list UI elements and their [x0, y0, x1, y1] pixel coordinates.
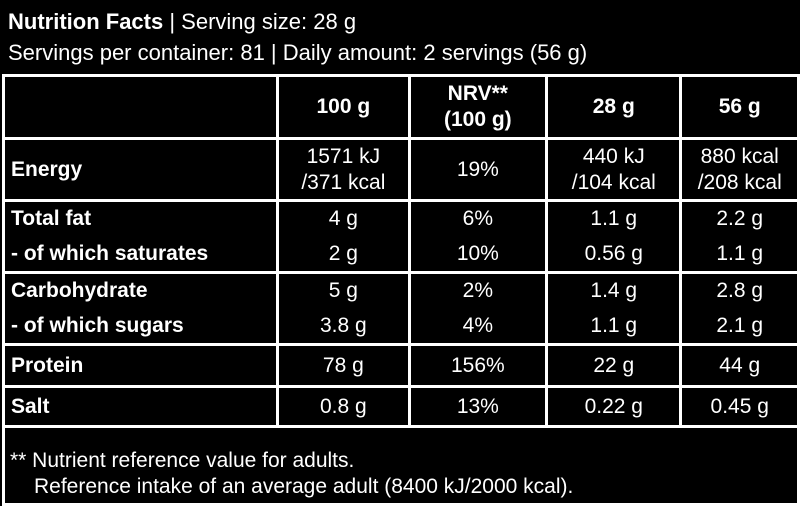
column-header: 28 g — [545, 74, 683, 140]
cell-line: 5 g — [328, 279, 358, 303]
cell-line: 2 g — [328, 241, 358, 265]
cell-line: 1571 kJ — [306, 144, 381, 168]
cell-line: 78 g — [322, 353, 364, 377]
cell-line: 1.1 g — [590, 313, 638, 337]
cell-line: 22 g — [593, 353, 635, 377]
cell: 2% — [407, 271, 549, 309]
cell: 0.45 g — [679, 385, 800, 428]
footnote-frame — [2, 425, 800, 506]
cell: 0.56 g — [545, 236, 683, 274]
title: Nutrition Facts — [8, 9, 164, 34]
footnote-line: Reference intake of an average adult (84… — [34, 475, 574, 498]
row: Energy 1571 kJ/371 kcal 19% 440 kJ/104 kcal… — [1, 137, 800, 202]
cell-line: 6% — [462, 207, 493, 231]
cell-line: /208 kcal — [697, 170, 782, 194]
cell-line: 0.8 g — [319, 394, 367, 418]
cell: 1.4 g — [545, 271, 683, 309]
cell-line: 2% — [462, 279, 493, 303]
column-header: 56 g — [679, 74, 800, 140]
cell-line: 0.45 g — [710, 394, 769, 418]
row: Salt 0.8 g 13% 0.22 g 0.45 g — [1, 385, 800, 428]
row-label: - of which sugars — [1, 308, 280, 346]
cell: 1.1 g — [545, 308, 683, 346]
cell-line: 19% — [456, 157, 499, 181]
row: - of which sugars 3.8 g 4% 1.1 g 2.1 g — [1, 308, 800, 346]
cell: 22 g — [545, 343, 683, 388]
header-line: Servings per container: 81 | Daily amoun… — [8, 40, 588, 65]
row-label: Energy — [1, 137, 280, 202]
cell: 4 g — [276, 199, 411, 237]
row-label: Total fat — [1, 199, 280, 237]
column-header: 100 g — [276, 74, 411, 140]
row-label: Carbohydrate — [1, 271, 280, 309]
cell-line: 1.4 g — [590, 279, 638, 303]
cell-line: 4 g — [328, 207, 358, 231]
cell: 78 g — [276, 343, 411, 388]
cell-line: 0.22 g — [584, 394, 643, 418]
cell: 1.1 g — [679, 236, 800, 274]
cell: 880 kcal/208 kcal — [679, 137, 800, 202]
cell-line: /371 kcal — [301, 170, 386, 194]
cell-line: 3.8 g — [319, 313, 367, 337]
cell: 2.2 g — [679, 199, 800, 237]
cell-line: /104 kcal — [571, 170, 656, 194]
cell: 2.8 g — [679, 271, 800, 309]
cell: 19% — [407, 137, 549, 202]
cell-line: 1.1 g — [590, 207, 638, 231]
cell-line: 156% — [450, 353, 505, 377]
cell-line: 2.1 g — [716, 313, 764, 337]
cell: 156% — [407, 343, 549, 388]
cell-line: 56 g — [718, 95, 761, 118]
cell-line: 2.8 g — [716, 279, 764, 303]
cell-line: 13% — [456, 394, 499, 418]
serving: | Serving size: 28 g — [169, 9, 357, 34]
corner — [1, 74, 280, 140]
cell: 13% — [407, 385, 549, 428]
cell: 0.8 g — [276, 385, 411, 428]
row: Protein 78 g 156% 22 g 44 g — [1, 343, 800, 388]
cell: 1.1 g — [545, 199, 683, 237]
cell: 0.22 g — [545, 385, 683, 428]
row: Carbohydrate 5 g 2% 1.4 g 2.8 g — [1, 271, 800, 309]
row-label: - of which saturates — [1, 236, 280, 274]
cell: 1571 kJ/371 kcal — [276, 137, 411, 202]
cell: 44 g — [679, 343, 800, 388]
column-header: NRV** (100 g) — [407, 74, 549, 140]
cell: 2.1 g — [679, 308, 800, 346]
cell-line: 4% — [462, 313, 493, 337]
row: Total fat 4 g 6% 1.1 g 2.2 g — [1, 199, 800, 237]
cell: 2 g — [276, 236, 411, 274]
cell-line: 10% — [456, 241, 499, 265]
cell: 10% — [407, 236, 549, 274]
nutrition-table: 100 g NRV** (100 g) 28 g 56 g Energy 1571 kJ /… — [1, 74, 800, 428]
cell: 4% — [407, 308, 549, 346]
header-line: Nutrition Facts | Serving size: 28 g — [8, 6, 587, 37]
cell-line: NRV** — [447, 82, 508, 105]
header-row: 100 g NRV** (100 g) 28 g 56 g — [1, 74, 800, 140]
cell-line: 28 g — [592, 95, 635, 118]
cell: 440 kJ/104 kcal — [545, 137, 683, 202]
cell-line: 44 g — [719, 353, 761, 377]
row-label: Protein — [1, 343, 280, 388]
cell-line: 100 g — [316, 95, 371, 118]
footnote: ** Nutrient reference value for adults. R… — [10, 448, 573, 500]
cell-line: 880 kcal — [700, 144, 779, 168]
row-label: Salt — [1, 385, 280, 428]
cell-line: (100 g) — [443, 108, 512, 131]
cell-line: 2.2 g — [716, 207, 764, 231]
cell: 6% — [407, 199, 549, 237]
row: - of which saturates 2 g 10% 0.56 g 1.1 g — [1, 236, 800, 274]
cell-line: 1.1 g — [716, 241, 764, 265]
cell-line: 440 kJ — [582, 144, 645, 168]
header: Nutrition Facts | Serving size: 28 g Ser… — [8, 6, 587, 68]
cell: 3.8 g — [276, 308, 411, 346]
cell-line: 0.56 g — [584, 241, 643, 265]
cell: 5 g — [276, 271, 411, 309]
footnote-line: ** Nutrient reference value for adults. — [10, 449, 355, 472]
